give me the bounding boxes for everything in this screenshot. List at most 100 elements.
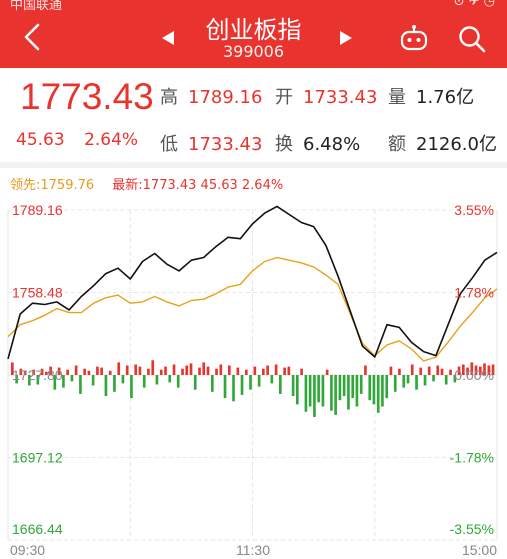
volume-bar [185,365,189,375]
volume-bar [330,375,333,411]
volume-bar [23,370,27,375]
volume-bar [483,363,486,375]
volume-bar [334,375,337,415]
volume-bar [176,375,180,388]
amount-label: 额 [388,134,406,155]
volume-value: 1.76亿 [416,87,475,108]
volume-bar [45,371,48,375]
volume-bar [376,375,380,413]
volume-bar [402,375,406,388]
low-label: 低 [160,134,178,155]
page-title: 创业板指 [205,16,302,44]
volume-bar [389,366,393,375]
volume-bar [308,375,312,407]
volume-bar [15,375,18,384]
left-axis-tick: 1789.16 [12,202,63,218]
volume-bar [155,375,159,385]
volume-bar [189,363,193,375]
legend-latest: 最新:1773.43 45.63 2.64% [112,178,284,193]
volume-bar [87,370,91,375]
volume-bar [240,375,244,395]
price-series-line [7,205,498,360]
volume-bar [462,364,465,375]
volume-bar [474,365,478,375]
volume-bar [385,375,389,399]
volume-bar [125,365,129,375]
assistant-button[interactable] [398,24,430,54]
turnover-label: 换 [275,134,293,155]
volume-bar [347,375,350,410]
chevron-left-icon [24,23,40,51]
volume-bar [181,368,184,375]
volume-bar [479,366,482,375]
volume-bar [74,365,78,375]
volume-bar [372,375,376,405]
volume-bar [28,375,31,386]
volume-bar [113,375,116,392]
volume-bar [270,375,274,384]
volume-bar [419,367,423,375]
volume-bar [79,375,82,394]
volume-bar [423,375,427,386]
volume-bar [257,375,261,387]
section-divider [0,162,507,168]
volume-bar [108,370,112,375]
volume-bar [457,366,461,375]
volume-bar [70,375,74,382]
lead-series-line [7,256,498,362]
volume-bar [296,375,299,405]
volume-bar [449,369,452,375]
volume-bar [313,375,316,417]
index-code: 399006 [222,42,285,61]
low-stat: 低 1733.43 [160,130,262,156]
open-stat: 开 1733.43 [275,83,377,109]
chart-lines [7,205,498,362]
next-index-button[interactable] [338,30,354,46]
volume-bar [100,367,103,375]
volume-bar [291,375,295,396]
volume-bar [274,364,278,375]
triangle-left-icon [162,31,174,45]
robot-icon [400,25,428,51]
volume-bar [262,368,265,375]
volume-bar [487,365,491,375]
volume-bar [164,366,167,375]
high-stat: 高 1789.16 [160,83,262,109]
status-icons: ⊙ ✈ ◷ [453,0,495,9]
change-percent: 2.64% [84,130,139,150]
intraday-chart[interactable]: 1789.16 3.55% 1758.48 1.78% 1727.80 0.00% 1697… [0,190,507,559]
volume-bar [219,364,223,375]
volume-bar [193,375,197,390]
volume-bar [359,375,363,394]
prev-index-button[interactable] [160,30,176,46]
left-axis-tick: 1727.80 [12,367,63,383]
volume-bar [215,368,218,375]
right-axis-tick: -1.78% [450,450,494,466]
app-header: 中国联通 ⊙ ✈ ◷ 创业板指 399006 [0,0,507,68]
open-label: 开 [275,87,293,108]
current-price: 1773.43 [20,76,154,117]
low-value: 1733.43 [188,134,263,155]
volume-bar [198,367,201,375]
volume-stat: 量 1.76亿 [388,83,474,109]
volume-bar [317,375,320,403]
chart-legend: 领先:1759.76 最新:1773.43 45.63 2.64% [10,174,283,193]
change-value: 45.63 [16,130,65,150]
back-button[interactable] [20,22,46,52]
volume-bar [83,368,86,375]
volume-bar [57,367,61,375]
volume-bar [53,375,57,390]
volume-bar [159,369,163,375]
volume-bar [96,366,99,375]
volume-bar [172,364,176,375]
volume-bar [393,375,397,392]
volume-bar [134,364,138,375]
volume-bar [130,375,133,399]
volume-bar [453,375,457,383]
volume-bar [138,366,142,375]
search-button[interactable] [457,24,487,54]
volume-bar [398,368,401,375]
volume-bar [147,368,150,375]
search-icon [459,26,486,53]
high-value: 1789.16 [188,87,263,108]
